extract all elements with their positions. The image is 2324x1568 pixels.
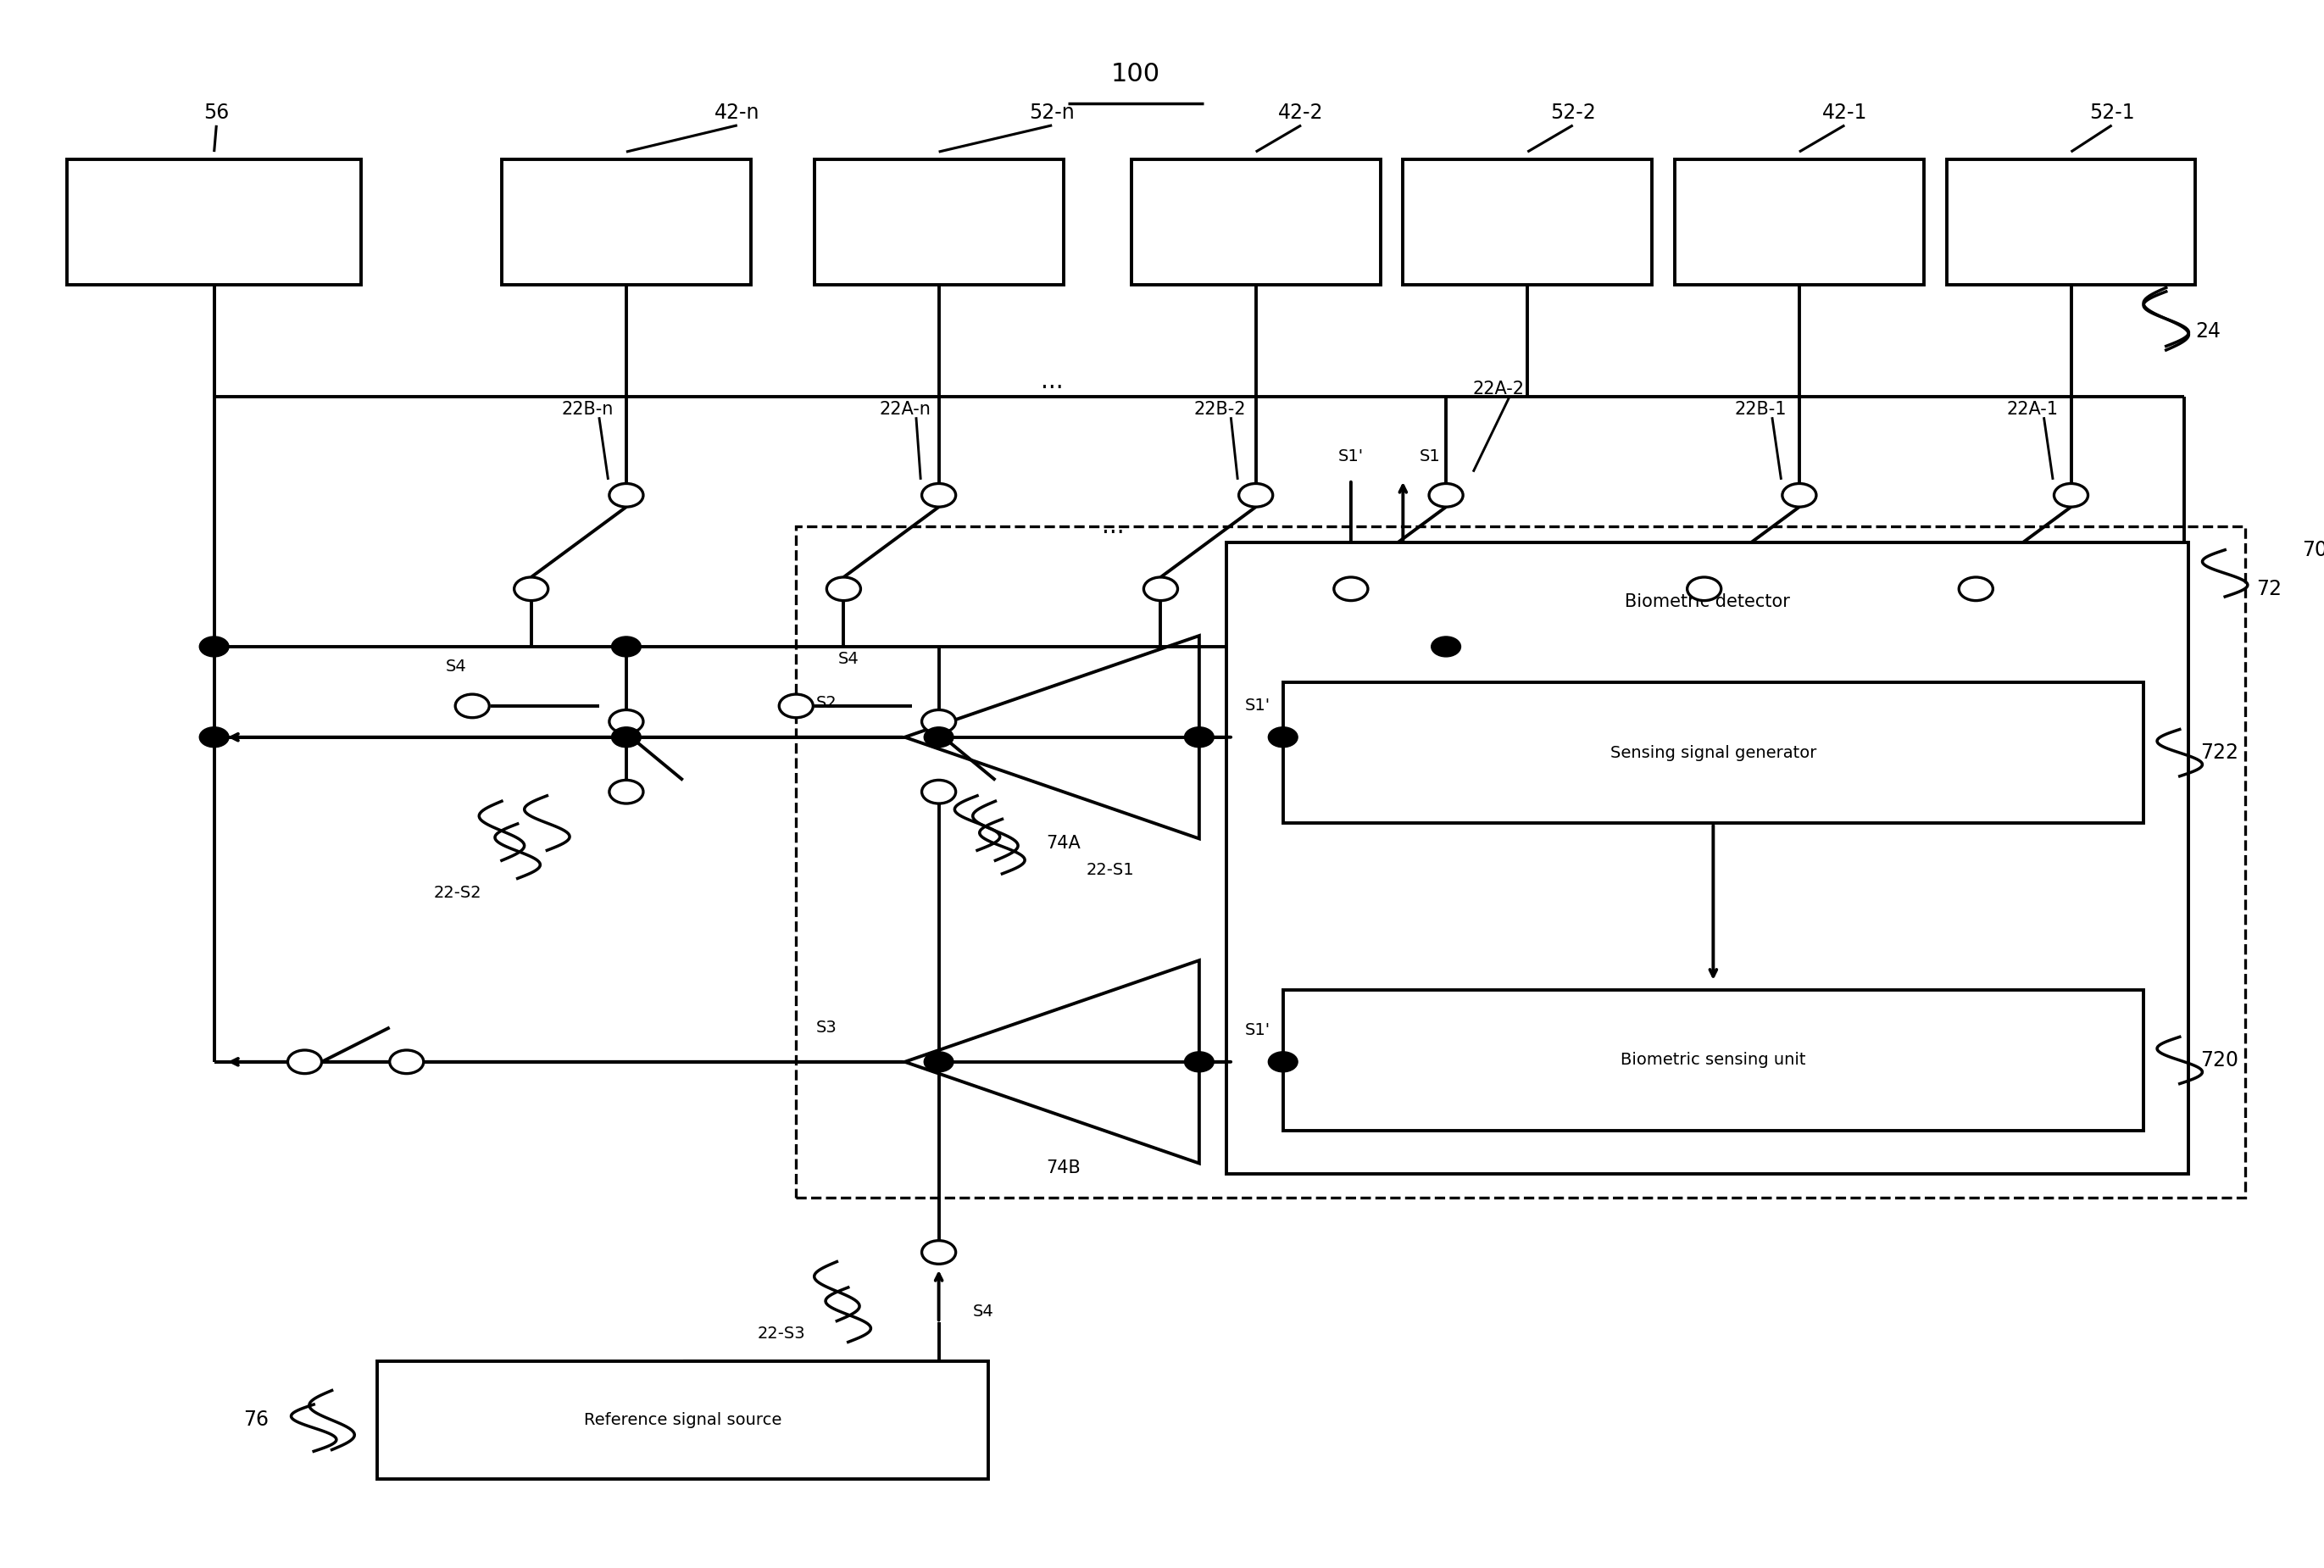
Text: 52-2: 52-2 bbox=[1550, 102, 1597, 122]
Text: 74A: 74A bbox=[1046, 834, 1081, 851]
Text: 22-S3: 22-S3 bbox=[758, 1325, 806, 1342]
Circle shape bbox=[609, 710, 644, 734]
Bar bbox=[1676, 160, 1924, 284]
Bar bbox=[813, 160, 1064, 284]
Text: ...: ... bbox=[1102, 514, 1125, 538]
Circle shape bbox=[514, 577, 548, 601]
Bar bbox=[1283, 682, 2143, 823]
Text: 22B-1: 22B-1 bbox=[1734, 401, 1787, 417]
Text: 72: 72 bbox=[2257, 579, 2282, 599]
Text: S1': S1' bbox=[1243, 698, 1269, 713]
Text: 720: 720 bbox=[2201, 1051, 2238, 1071]
Text: 22-S1: 22-S1 bbox=[1085, 862, 1134, 878]
Text: S4: S4 bbox=[837, 651, 858, 666]
Circle shape bbox=[1959, 577, 1994, 601]
Circle shape bbox=[1429, 483, 1464, 506]
Text: 52-n: 52-n bbox=[1030, 102, 1074, 122]
Text: 70: 70 bbox=[2303, 539, 2324, 560]
Circle shape bbox=[925, 1052, 953, 1073]
Circle shape bbox=[827, 577, 860, 601]
Text: S4: S4 bbox=[974, 1303, 995, 1320]
Text: 42-n: 42-n bbox=[713, 102, 760, 122]
Text: 22B-2: 22B-2 bbox=[1195, 401, 1246, 417]
Text: 100: 100 bbox=[1111, 61, 1160, 86]
Circle shape bbox=[779, 695, 813, 718]
Circle shape bbox=[1783, 483, 1817, 506]
Text: 22B-n: 22B-n bbox=[562, 401, 614, 417]
Text: 52-1: 52-1 bbox=[2089, 102, 2133, 122]
Circle shape bbox=[456, 695, 490, 718]
Circle shape bbox=[923, 1240, 955, 1264]
Text: S2: S2 bbox=[816, 695, 837, 710]
Circle shape bbox=[925, 728, 953, 748]
Circle shape bbox=[1239, 483, 1274, 506]
Circle shape bbox=[1185, 1052, 1213, 1073]
Circle shape bbox=[1143, 577, 1178, 601]
Bar bbox=[502, 160, 751, 284]
Circle shape bbox=[200, 637, 228, 657]
Circle shape bbox=[1687, 577, 1722, 601]
Text: 22A-n: 22A-n bbox=[878, 401, 930, 417]
Circle shape bbox=[1432, 637, 1462, 657]
Bar bbox=[1132, 160, 1380, 284]
Text: 74B: 74B bbox=[1046, 1159, 1081, 1176]
Circle shape bbox=[1185, 728, 1213, 748]
Circle shape bbox=[611, 637, 641, 657]
Text: 22A-1: 22A-1 bbox=[2006, 401, 2059, 417]
Bar bbox=[376, 1361, 988, 1479]
Circle shape bbox=[2054, 483, 2087, 506]
Text: S4: S4 bbox=[446, 659, 467, 674]
Circle shape bbox=[200, 728, 228, 748]
Text: 42-2: 42-2 bbox=[1278, 102, 1325, 122]
Circle shape bbox=[611, 728, 641, 748]
Bar bbox=[797, 527, 2245, 1198]
Text: S1': S1' bbox=[1243, 1022, 1269, 1038]
Text: S1: S1 bbox=[1420, 448, 1441, 464]
Bar bbox=[67, 160, 360, 284]
Bar bbox=[1948, 160, 2196, 284]
Text: 722: 722 bbox=[2201, 743, 2238, 764]
Circle shape bbox=[609, 483, 644, 506]
Circle shape bbox=[1269, 728, 1297, 748]
Bar bbox=[1227, 543, 2189, 1174]
Circle shape bbox=[1334, 577, 1369, 601]
Circle shape bbox=[923, 781, 955, 803]
Text: Biometric sensing unit: Biometric sensing unit bbox=[1620, 1052, 1806, 1068]
Text: S3: S3 bbox=[816, 1019, 837, 1035]
Bar bbox=[1283, 989, 2143, 1131]
Text: ...: ... bbox=[1041, 370, 1064, 394]
Circle shape bbox=[390, 1051, 423, 1074]
Circle shape bbox=[923, 710, 955, 734]
Circle shape bbox=[609, 781, 644, 803]
Circle shape bbox=[288, 1051, 321, 1074]
Text: 24: 24 bbox=[2196, 321, 2222, 342]
Circle shape bbox=[1269, 1052, 1297, 1073]
Text: 42-1: 42-1 bbox=[1822, 102, 1866, 122]
Text: Reference signal source: Reference signal source bbox=[583, 1413, 781, 1428]
Text: 22-S2: 22-S2 bbox=[435, 886, 481, 902]
Text: Sensing signal generator: Sensing signal generator bbox=[1611, 745, 1817, 760]
Text: 56: 56 bbox=[205, 102, 230, 122]
Circle shape bbox=[923, 483, 955, 506]
Text: Biometric detector: Biometric detector bbox=[1624, 593, 1789, 610]
Text: 22A-2: 22A-2 bbox=[1471, 381, 1525, 398]
Text: S1': S1' bbox=[1339, 448, 1364, 464]
Text: 76: 76 bbox=[244, 1410, 270, 1430]
Bar bbox=[1404, 160, 1652, 284]
